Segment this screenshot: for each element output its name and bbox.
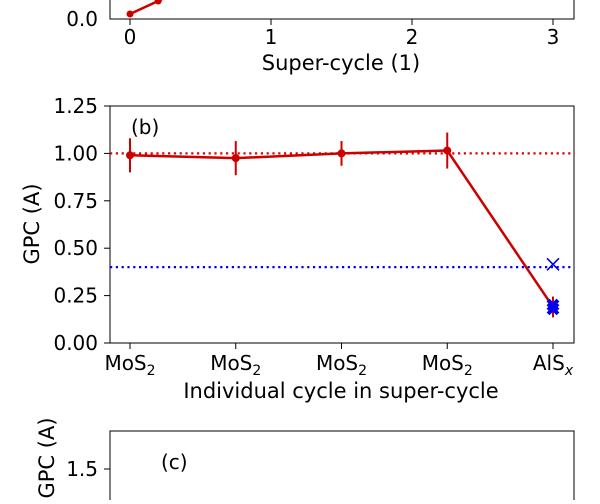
panel-c-frame: [109, 430, 575, 504]
b-ytick-label: 1.00: [53, 141, 98, 165]
a-xtick-label: 0: [124, 25, 137, 49]
b-data-point: [126, 151, 134, 160]
b-xtick-label: MoS2: [422, 351, 473, 379]
a-xtick-label: 3: [547, 25, 560, 49]
b-ytick-label: 0.25: [53, 284, 98, 308]
a-data-point: [154, 0, 162, 5]
blue-x-marker: [546, 257, 560, 271]
blue-filled-x-marker: [546, 298, 560, 312]
c-panel-label: (c): [161, 450, 188, 474]
b-xlabel: Individual cycle in super-cycle: [183, 379, 498, 403]
blue-filled-x-marker: [546, 302, 560, 316]
a-ytick-label: 0.0: [66, 7, 98, 31]
panel-a-frame: [109, 0, 575, 20]
b-ytick-label: 0.50: [53, 236, 98, 260]
a-data-point: [126, 10, 134, 18]
b-xtick-label: MoS2: [104, 351, 155, 379]
b-ylabel: GPC (A): [20, 183, 44, 264]
a-xtick-label: 2: [406, 25, 419, 49]
b-series-line: [129, 149, 555, 308]
b-xtick-label: MoS2: [316, 351, 367, 379]
panel-c: 1.5 (c) GPC (A): [35, 417, 575, 504]
panel-b: 0.00 0.25 0.50 0.75 1.00 1.25 MoS2 MoS2 MoS2 MoS…: [20, 94, 575, 403]
panel-a: 0.0 0 1 2 3 Super-cycle (1): [66, 0, 575, 75]
c-ylabel: GPC (A): [35, 417, 59, 498]
b-data-point: [337, 149, 346, 158]
b-ytick-label: 0.00: [53, 331, 98, 355]
b-data-point: [231, 154, 240, 163]
b-data-point: [443, 146, 452, 155]
b-ytick-label: 0.75: [53, 189, 98, 213]
a-xtick-label: 1: [265, 25, 278, 49]
b-xtick-label: AlSx: [533, 351, 574, 379]
b-ytick-label: 1.25: [53, 94, 98, 118]
a-xlabel: Super-cycle (1): [262, 51, 420, 75]
c-ytick-label: 1.5: [66, 457, 98, 481]
b-panel-label: (b): [131, 115, 159, 139]
b-xtick-label: MoS2: [210, 351, 261, 379]
